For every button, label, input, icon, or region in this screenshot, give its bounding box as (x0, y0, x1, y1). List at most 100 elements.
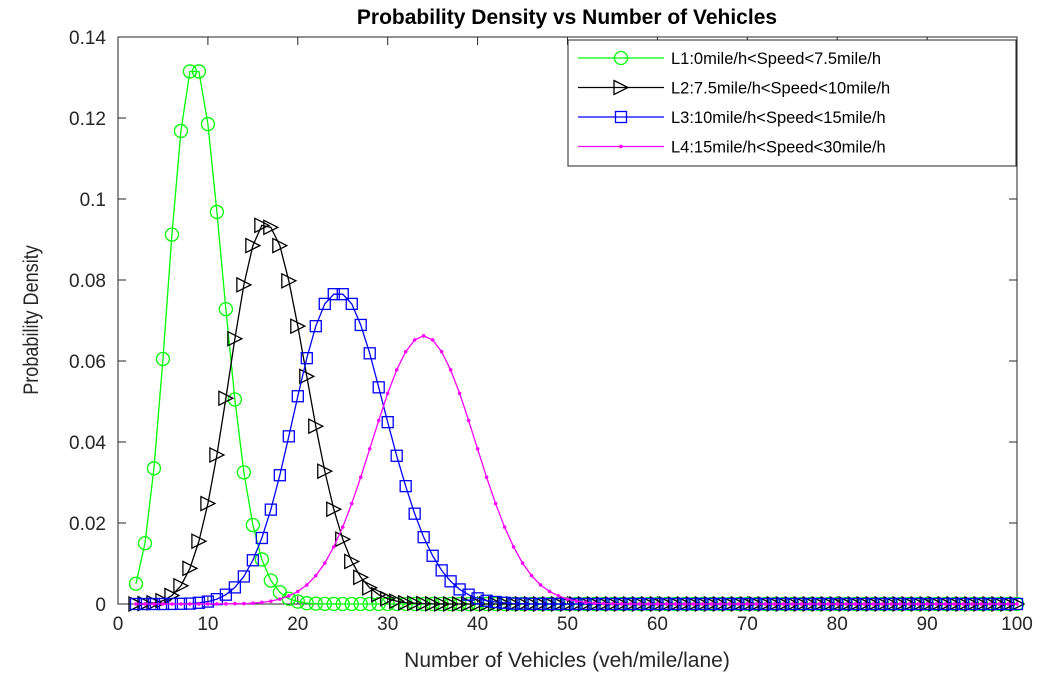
data-point (799, 602, 804, 606)
data-point (179, 602, 183, 606)
data-point (745, 602, 750, 606)
data-point (916, 602, 920, 606)
data-point (772, 602, 777, 606)
data-point (781, 602, 786, 606)
data-point (718, 602, 723, 606)
data-point (628, 602, 633, 606)
data-point (943, 602, 947, 606)
y-tick-label: 0.04 (69, 433, 106, 454)
data-point (736, 602, 741, 606)
data-point (381, 416, 394, 429)
data-point (134, 602, 138, 606)
x-tick-label: 80 (827, 614, 848, 635)
data-point (236, 465, 252, 480)
data-point (480, 594, 493, 607)
x-tick-label: 20 (287, 614, 308, 635)
data-point (206, 602, 210, 606)
legend-marker (613, 79, 630, 96)
data-point (371, 586, 388, 603)
legend-box (567, 39, 1017, 167)
y-tick-label: 0.06 (69, 352, 106, 373)
data-point (1015, 602, 1019, 606)
legend-label: L1:0mile/h<Speed<7.5mile/h (671, 50, 881, 68)
x-tick-label: 70 (737, 614, 758, 635)
data-point (451, 595, 469, 613)
legend-marker (613, 50, 629, 66)
data-point (161, 602, 165, 606)
data-point (182, 560, 199, 577)
data-point (326, 501, 343, 518)
data-point (201, 595, 215, 608)
data-point (844, 602, 849, 606)
data-point (192, 596, 206, 609)
data-point (299, 596, 314, 611)
data-point (619, 601, 624, 606)
data-point (484, 475, 489, 480)
data-point (191, 64, 207, 79)
data-point (898, 602, 902, 606)
data-point (691, 602, 696, 606)
data-point (961, 602, 965, 606)
data-point (245, 237, 262, 254)
legend-marker (619, 144, 623, 149)
legend-entry: L3:10mile/h<Speed<15mile/h (578, 109, 886, 127)
data-point (353, 569, 370, 586)
data-point (475, 447, 480, 451)
data-point (520, 561, 525, 565)
data-point (259, 600, 264, 605)
legend-entry: L1:0mile/h<Speed<7.5mile/h (578, 50, 881, 68)
data-point (335, 596, 350, 612)
data-point (601, 601, 606, 606)
data-point (277, 597, 282, 601)
data-point (155, 351, 171, 367)
data-point (254, 552, 269, 567)
data-point (525, 597, 538, 610)
data-point (367, 447, 372, 451)
data-point (433, 595, 451, 613)
series-4 (134, 334, 1019, 606)
data-point (209, 204, 225, 220)
x-tick-label: 40 (467, 614, 488, 635)
legend-entry: L4:15mile/h<Speed<30mile/h (578, 139, 886, 157)
data-point (835, 602, 840, 606)
data-point (444, 575, 457, 588)
data-point (286, 594, 291, 598)
data-point (308, 596, 323, 611)
data-point (421, 334, 426, 338)
x-tick-label: 90 (917, 614, 938, 635)
data-point (507, 597, 520, 610)
y-tick-label: 0.12 (69, 109, 106, 130)
data-point (534, 597, 547, 611)
data-point (552, 597, 565, 611)
data-point (673, 602, 678, 606)
data-point (264, 503, 277, 516)
data-point (435, 564, 448, 577)
data-point (862, 602, 867, 606)
data-point (345, 297, 358, 311)
y-tick-label: 0.08 (69, 271, 106, 292)
data-point (399, 479, 412, 493)
data-point (228, 581, 242, 594)
data-point (173, 123, 189, 139)
data-point (227, 330, 244, 347)
data-point (237, 570, 251, 583)
data-point (200, 495, 217, 512)
data-point (246, 554, 260, 567)
data-point (592, 601, 597, 606)
data-point (709, 602, 714, 606)
data-point (128, 576, 144, 591)
data-point (469, 595, 487, 613)
data-point (727, 602, 732, 606)
data-point (556, 594, 561, 598)
data-point (164, 227, 180, 242)
data-point (282, 430, 295, 443)
data-point (889, 602, 893, 606)
data-point (398, 594, 415, 611)
data-point (349, 501, 354, 506)
data-point (489, 595, 502, 609)
data-point (426, 549, 439, 562)
x-axis-label: Number of Vehicles (veh/mile/lane) (404, 649, 730, 672)
data-point (326, 596, 341, 612)
y-tick-label: 0.1 (80, 190, 106, 211)
